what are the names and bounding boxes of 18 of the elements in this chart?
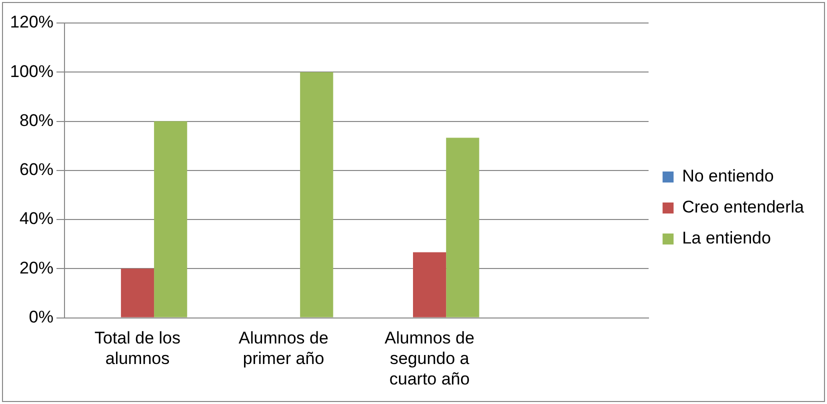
bar [300,72,334,318]
legend-label: La entiendo [682,228,771,248]
y-tick-label: 100% [10,62,54,81]
x-tick-label: Total de los alumnos [94,328,180,368]
bar [120,268,154,318]
y-tick-label: 20% [19,258,54,278]
y-tick-label: 60% [19,160,54,180]
y-tick-label: 120% [10,12,54,32]
y-tick-label: 0% [28,307,54,326]
bar [412,252,446,318]
bar [154,121,188,318]
y-tick-label: 40% [19,209,54,228]
legend-label: No entiendo [682,166,774,186]
legend-label: Creo entenderla [682,198,805,217]
x-tick-label: Alumnos de segundo a cuarto año [384,328,474,388]
x-tick-label: Alumnos de primer año [238,328,328,368]
bar [446,138,480,318]
y-tick-label: 80% [19,110,54,130]
